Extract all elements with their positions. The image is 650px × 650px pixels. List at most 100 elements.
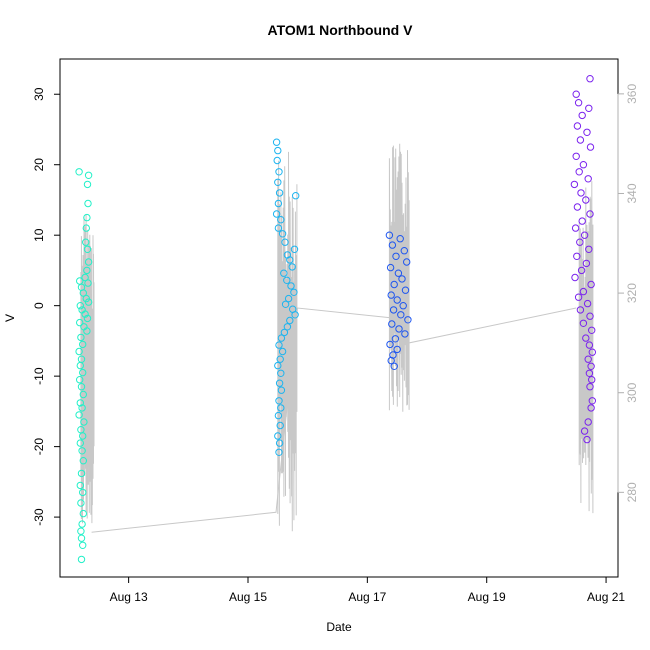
data-point: [274, 199, 283, 208]
data-point: [576, 238, 584, 246]
data-point: [277, 369, 285, 377]
data-point: [79, 457, 88, 465]
x-tick-label: Aug 13: [110, 590, 148, 604]
y2-tick-label: 360: [625, 84, 639, 104]
data-point: [386, 340, 394, 349]
data-point: [84, 258, 93, 266]
data-point: [588, 326, 596, 334]
data-point: [79, 432, 87, 440]
data-point: [391, 335, 400, 343]
y2-tick-label: 320: [625, 283, 639, 303]
data-point: [81, 310, 89, 318]
data-point: [393, 296, 401, 304]
data-point: [578, 111, 586, 120]
overlay-connector-line: [91, 307, 577, 533]
data-point: [586, 75, 594, 83]
data-point: [280, 328, 289, 337]
data-point: [276, 355, 284, 363]
data-point: [76, 376, 84, 384]
data-point: [83, 327, 91, 335]
y-tick-label: -20: [32, 438, 46, 456]
data-point: [277, 386, 286, 394]
data-point: [288, 263, 296, 271]
data-point: [386, 263, 395, 272]
data-point: [583, 435, 591, 444]
data-point: [585, 245, 593, 254]
data-point: [274, 146, 282, 155]
x-axis: Aug 13 Aug 15 Aug 17 Aug 19 Aug 21: [110, 576, 625, 604]
data-point: [395, 325, 403, 333]
data-point: [586, 383, 594, 391]
data-point: [385, 231, 394, 239]
data-point: [80, 418, 88, 426]
data-point: [577, 189, 585, 197]
data-point: [291, 311, 299, 319]
data-point: [272, 210, 281, 218]
data-point: [387, 356, 395, 365]
data-point: [576, 306, 585, 314]
data-point: [79, 541, 87, 549]
data-point: [79, 340, 87, 349]
points-layer: [75, 75, 596, 564]
data-point: [283, 276, 291, 284]
data-point: [275, 168, 283, 176]
data-point: [286, 256, 294, 264]
data-point: [274, 411, 283, 420]
data-point: [572, 90, 580, 98]
data-point: [404, 316, 412, 324]
data-point: [77, 534, 86, 542]
data-point: [78, 447, 86, 455]
data-point: [75, 168, 83, 176]
data-point: [286, 316, 294, 325]
data-point: [587, 362, 595, 370]
overlay-burst-4: [578, 181, 594, 514]
data-point: [283, 323, 292, 331]
data-point: [79, 289, 88, 297]
data-point: [281, 238, 289, 246]
data-point: [79, 509, 88, 518]
data-point: [587, 280, 595, 289]
data-point: [76, 318, 84, 327]
data-point: [274, 432, 282, 440]
data-point: [588, 397, 596, 405]
x-tick-label: Aug 15: [229, 590, 267, 604]
data-point: [585, 104, 593, 113]
y2-tick-label: 280: [625, 482, 639, 502]
data-point: [281, 300, 290, 308]
overlay-burst-2: [277, 151, 298, 532]
data-point: [398, 275, 406, 283]
data-point: [78, 520, 86, 528]
data-point: [77, 555, 86, 564]
data-point: [76, 302, 85, 310]
data-point: [79, 390, 88, 399]
data-point: [75, 411, 83, 419]
data-point: [278, 230, 287, 238]
data-point: [84, 298, 93, 306]
data-point: [277, 216, 285, 224]
data-point: [585, 369, 594, 377]
data-point: [83, 314, 92, 323]
data-point: [397, 311, 405, 319]
data-point: [587, 404, 595, 412]
data-point: [392, 252, 400, 260]
y2-axis: 280 300 320 340 360: [617, 84, 639, 502]
data-point: [84, 279, 92, 287]
data-point: [394, 269, 403, 277]
x-tick-label: Aug 19: [468, 590, 506, 604]
series-2: [272, 138, 300, 456]
data-point: [277, 404, 285, 412]
data-point: [76, 481, 85, 490]
data-point: [588, 348, 596, 356]
y-axis-label: V: [3, 314, 17, 322]
data-point: [574, 293, 583, 301]
data-point: [276, 421, 284, 430]
data-point: [388, 320, 396, 328]
data-point: [572, 152, 580, 161]
series-3: [385, 231, 412, 370]
data-point: [77, 333, 85, 342]
data-point: [393, 345, 401, 354]
data-point: [573, 203, 582, 211]
data-point: [278, 347, 287, 356]
data-point: [580, 231, 589, 239]
data-point: [582, 334, 590, 342]
